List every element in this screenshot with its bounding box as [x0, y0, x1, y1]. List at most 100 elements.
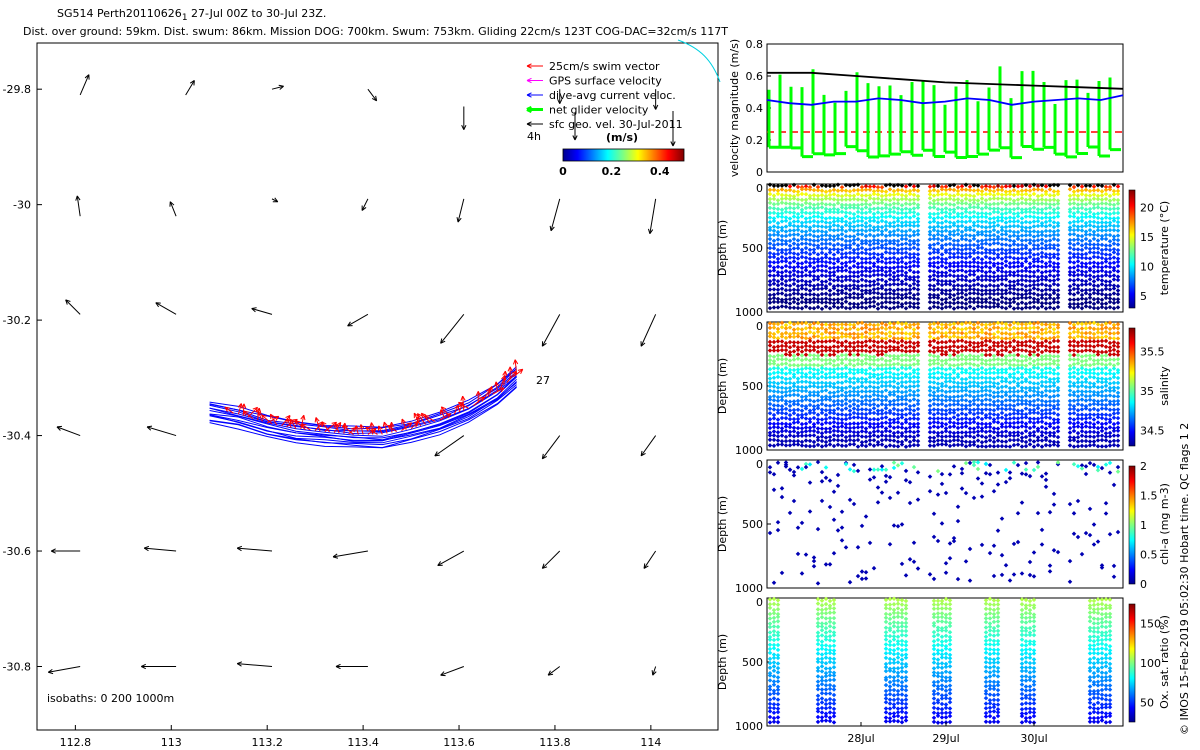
profile-dot: [911, 334, 917, 339]
profile-dot: [987, 184, 993, 189]
profile-dot: [1103, 191, 1109, 197]
profile-dot: [807, 370, 813, 375]
profile-dot: [935, 281, 941, 287]
profile-dot: [1083, 384, 1089, 390]
profile-dot: [823, 412, 829, 418]
profile-dot: [955, 338, 961, 344]
profile-dot: [1007, 250, 1013, 256]
profile-dot: [1095, 371, 1101, 377]
profile-dot: [831, 197, 837, 202]
profile-dot: [791, 429, 797, 434]
profile-dot: [863, 334, 869, 340]
profile-dot: [875, 277, 881, 283]
profile-dot: [987, 379, 993, 385]
profile-dot: [1051, 232, 1057, 238]
profile-dot: [907, 223, 913, 228]
profile-dot: [767, 191, 773, 197]
profile-dot: [823, 202, 829, 207]
profile-dot: [807, 393, 813, 398]
profile-dot: [947, 300, 953, 306]
profile-dot: [1111, 291, 1117, 296]
profile-dot: [995, 334, 1001, 340]
profile-dot: [1019, 183, 1025, 189]
legend-label: dive-avg current veloc.: [549, 89, 676, 102]
profile-dot: [931, 385, 937, 391]
profile-dot: [871, 286, 877, 292]
profile-dot: [843, 406, 849, 411]
profile-dot: [987, 269, 993, 274]
profile-dot: [967, 254, 973, 260]
profile-dot: [1055, 205, 1061, 211]
profile-dot: [831, 304, 837, 309]
profile-dot: [871, 263, 877, 269]
profile-dot: [859, 411, 865, 417]
profile-dot: [839, 255, 845, 260]
profile-dot: [931, 349, 937, 355]
profile-dot: [1075, 329, 1081, 335]
profile-dot: [971, 435, 977, 440]
profile-dot: [903, 277, 909, 282]
profile-dot: [795, 352, 801, 357]
profile-dot: [787, 320, 793, 326]
profile-dot: [955, 330, 961, 335]
profile-dot: [779, 219, 785, 224]
profile-dot: [927, 236, 933, 242]
swim-vector-shaft: [324, 421, 337, 432]
profile-dot: [1039, 433, 1045, 438]
profile-dot: [815, 398, 821, 403]
profile-dot: [915, 223, 921, 229]
profile-dot: [1035, 297, 1041, 302]
profile-dot: [1115, 219, 1121, 225]
profile-dot: [851, 291, 857, 296]
profile-dot: [1055, 412, 1061, 418]
swim-vector: [237, 403, 243, 415]
profile-dot: [995, 247, 1001, 253]
profile-dot: [971, 269, 977, 274]
profile-dot: [987, 277, 993, 283]
profile-dot: [1019, 300, 1025, 305]
profile-dot: [775, 269, 781, 275]
profile-colorbar-tick: 15: [1140, 231, 1154, 244]
profile-dot: [799, 202, 805, 208]
profile-dot: [831, 437, 837, 443]
profile-dot: [855, 187, 861, 193]
profile-dot: [983, 304, 989, 310]
profile-dot: [779, 299, 785, 305]
profile-dot: [927, 362, 933, 367]
profile-dot: [951, 238, 957, 243]
profile-dot: [1095, 402, 1101, 407]
profile-dot: [831, 411, 837, 416]
profile-dot: [1051, 254, 1057, 260]
profile-dot: [999, 187, 1005, 193]
profile-dot: [899, 383, 905, 389]
profile-dot: [939, 287, 945, 293]
profile-dot: [843, 192, 849, 198]
profile-dot: [967, 320, 973, 326]
profile-dot: [839, 393, 845, 398]
profile-dot: [863, 210, 869, 216]
profile-dot: [851, 273, 857, 279]
profile-dot: [1023, 251, 1029, 256]
profile-dot: [1107, 193, 1113, 199]
profile-dot: [847, 216, 853, 221]
profile-dot: [1091, 331, 1097, 337]
profile-dot: [811, 283, 817, 289]
profile-dot: [819, 434, 825, 439]
profile-dot: [871, 233, 877, 239]
profile-dot: [951, 260, 957, 266]
profile-dot: [767, 300, 773, 305]
profile-dot: [1019, 196, 1025, 201]
profile-dot: [803, 282, 809, 287]
profile-dot: [1011, 325, 1017, 331]
profile-dot: [927, 429, 933, 435]
profile-dot: [819, 296, 825, 302]
profile-dot: [1019, 330, 1025, 336]
profile-dot: [867, 269, 873, 274]
profile-dot: [927, 305, 933, 311]
profile-dot: [1067, 334, 1073, 340]
profile-dot: [995, 361, 1001, 367]
swim-vector: [410, 420, 419, 430]
profile-dot: [831, 246, 837, 252]
profile-dot: [1011, 411, 1017, 416]
profile-dot: [787, 388, 793, 394]
